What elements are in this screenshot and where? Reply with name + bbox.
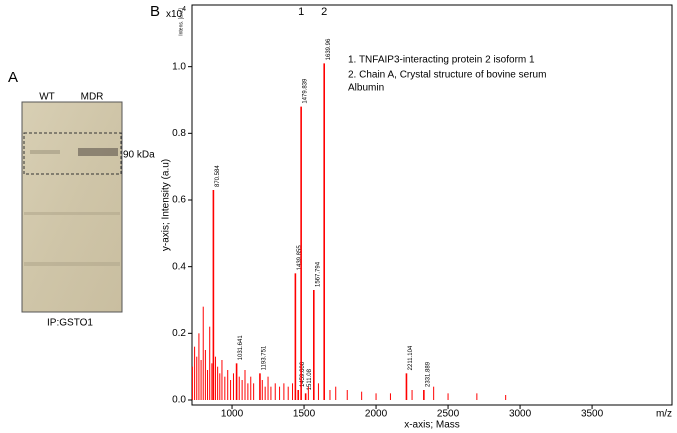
caption: IP:GSTO1 [47,318,93,329]
x-tick-label: 3500 [581,409,604,420]
peak-label: 870.584 [215,165,221,187]
gel-band [78,148,118,156]
band-label: 90 kDa [123,150,155,161]
peak-label: 1031.641 [238,335,244,361]
y-tick-label: 0.2 [172,328,186,339]
x-tick-label: 3000 [509,409,532,420]
gel-band [24,212,120,215]
peak-label: 1639.96 [326,38,332,60]
x-axis-label: x-axis; Mass [404,420,460,431]
gel-band [30,150,60,154]
y-tick-label: 0.8 [172,128,186,139]
y-tick-label: 0.4 [172,261,186,272]
gel-band [24,262,120,266]
y-axis-label: y-axis; Intensity (a.u) [161,159,172,251]
peak-label: 1479.839 [303,78,309,104]
y-tick-label: 1.0 [172,61,186,72]
plot-frame [191,4,673,406]
peak-label: 1193.751 [262,345,268,370]
dashed-box [23,132,122,175]
panel-label: B [150,3,160,20]
legend-line: 1. TNFAIP3-interacting protein 2 isoform… [348,55,535,66]
legend-line: Albumin [348,83,384,94]
peak-id: 1 [298,6,304,18]
peak-label: 1567.794 [315,261,321,287]
peak-label: 1511.08 [307,368,313,390]
y-unit-note: Intens. [a.u.] [178,8,184,36]
y-tick-label: 0.0 [172,395,186,406]
y-scale-base: x10 [166,9,183,20]
panel-label: A [8,69,18,86]
legend-line: 2. Chain A, Crystal structure of bovine … [348,70,546,81]
x-tick-label: 2000 [365,409,388,420]
lane-label: MDR [81,92,104,103]
x-tick-label: 2500 [437,409,460,420]
x-unit: m/z [656,409,672,420]
peak-label: 2331.889 [425,361,431,387]
lane-label: WT [39,92,55,103]
gel-image [21,101,123,313]
peak-label: 2211.104 [408,345,414,370]
x-tick-label: 1500 [293,409,316,420]
peak-label: 1439.855 [297,245,303,271]
peak-id: 2 [321,6,327,18]
peak-label: 1459.606 [300,361,306,387]
x-tick-label: 1000 [221,409,244,420]
y-scale-exponent: 4 [182,6,186,13]
y-tick-label: 0.6 [172,195,186,206]
y-scale: x104 [166,6,186,20]
